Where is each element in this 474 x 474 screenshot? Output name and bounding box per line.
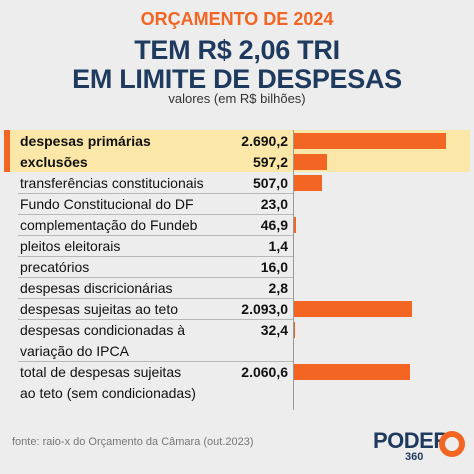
chart-title-line-2: EM LIMITE DE DESPESAS bbox=[72, 64, 402, 94]
bar bbox=[293, 174, 322, 191]
source-note: fonte: raio-x do Orçamento da Câmara (ou… bbox=[12, 436, 254, 448]
row-marker bbox=[4, 130, 10, 151]
logo-subtext: 360 bbox=[405, 451, 424, 463]
row-highlight bbox=[4, 151, 470, 172]
value-label: 1,4 bbox=[268, 238, 288, 254]
bar bbox=[293, 153, 327, 170]
category-label: ao teto (sem condicionadas) bbox=[20, 385, 196, 401]
category-label: transferências constitucionais bbox=[20, 175, 204, 191]
row-separator bbox=[18, 277, 293, 278]
row-separator bbox=[18, 298, 293, 299]
value-label: 16,0 bbox=[260, 259, 288, 275]
value-label: 23,0 bbox=[260, 196, 288, 212]
bar bbox=[293, 216, 296, 233]
value-label: 2.093,0 bbox=[241, 301, 288, 317]
category-label: total de despesas sujeitas bbox=[20, 364, 182, 380]
bar bbox=[293, 132, 446, 149]
category-label: variação do IPCA bbox=[20, 343, 129, 359]
row-separator bbox=[18, 235, 293, 236]
poder360-logo: PODER 360 bbox=[373, 428, 468, 472]
row-separator bbox=[18, 256, 293, 257]
kicker: ORÇAMENTO DE 2024 bbox=[140, 9, 334, 29]
bar bbox=[293, 300, 412, 317]
value-label: 2,8 bbox=[268, 280, 288, 296]
chart-title-line-1: TEM R$ 2,06 TRI bbox=[134, 35, 340, 65]
category-label: despesas primárias bbox=[20, 133, 151, 149]
row-separator bbox=[18, 214, 293, 215]
value-label: 2.690,2 bbox=[241, 133, 288, 149]
logo-circle-icon bbox=[439, 431, 465, 457]
value-label: 46,9 bbox=[260, 217, 288, 233]
bar bbox=[293, 363, 410, 380]
bar bbox=[293, 321, 295, 338]
row-separator bbox=[18, 361, 293, 362]
axis-line bbox=[293, 130, 294, 410]
category-label: pleitos eleitorais bbox=[20, 238, 121, 254]
category-label: precatórios bbox=[20, 259, 90, 275]
category-label: despesas condicionadas à bbox=[20, 322, 186, 338]
value-label: 32,4 bbox=[260, 322, 288, 338]
row-separator bbox=[18, 193, 293, 194]
value-label: 507,0 bbox=[252, 175, 288, 191]
category-label: despesas discricionárias bbox=[20, 280, 173, 296]
category-label: exclusões bbox=[20, 154, 88, 170]
category-label: Fundo Constitucional do DF bbox=[20, 196, 194, 212]
row-separator bbox=[18, 319, 293, 320]
chart-subtitle: valores (em R$ bilhões) bbox=[168, 91, 306, 106]
row-marker bbox=[4, 151, 10, 172]
value-label: 2.060,6 bbox=[241, 364, 288, 380]
logo-text: PODER bbox=[373, 428, 449, 453]
category-label: complementação do Fundeb bbox=[20, 217, 198, 233]
category-label: despesas sujeitas ao teto bbox=[20, 301, 178, 317]
value-label: 597,2 bbox=[252, 154, 288, 170]
